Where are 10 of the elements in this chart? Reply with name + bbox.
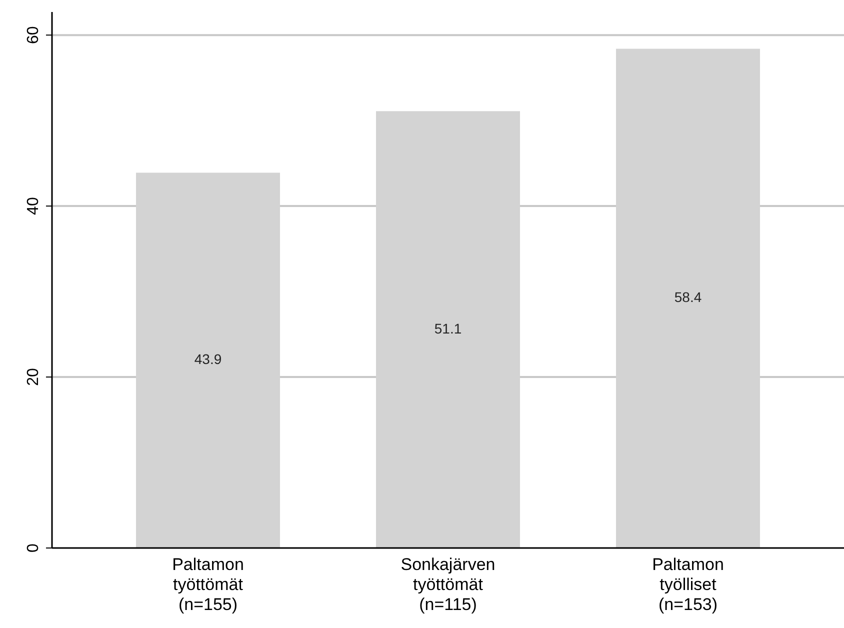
x-tick-label: Sonkajärven työttömät (n=115): [400, 555, 496, 614]
x-tick-label: Paltamon työlliset (n=153): [652, 555, 724, 614]
y-tick-label: 60: [25, 26, 42, 44]
data-label: 51.1: [434, 320, 462, 336]
y-tick-label: 0: [25, 543, 42, 552]
data-label: 58.4: [674, 289, 702, 306]
data-label: 43.9: [194, 351, 222, 368]
x-tick-label: Paltamon työttömät (n=155): [172, 555, 244, 614]
y-tick-label: 40: [25, 197, 42, 215]
y-tick-label: 20: [25, 368, 42, 386]
